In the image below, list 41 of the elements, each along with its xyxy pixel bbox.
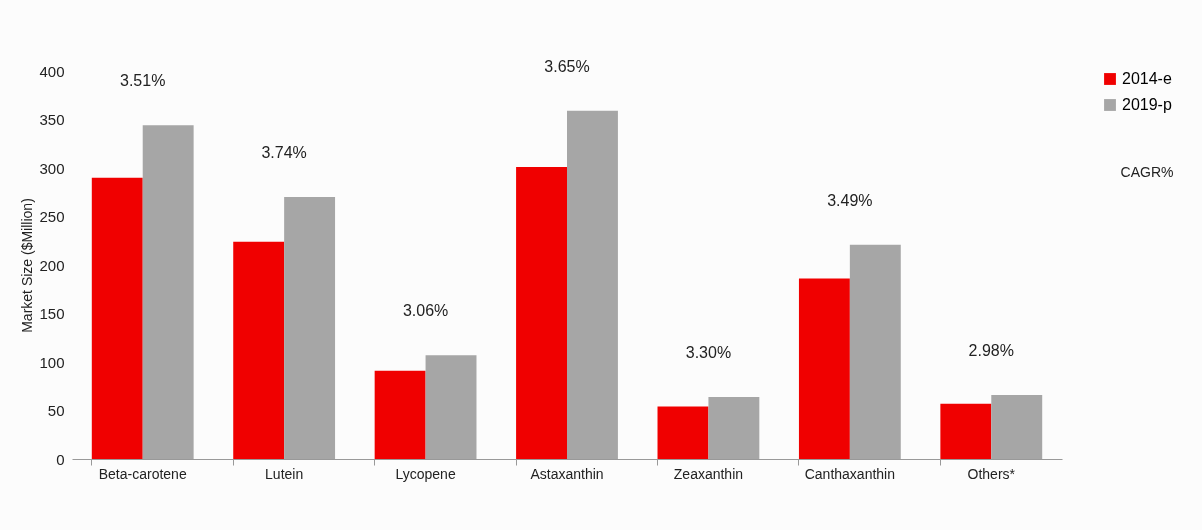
x-tick-label: Lutein [265, 465, 304, 482]
bar [849, 244, 901, 459]
bar [567, 110, 618, 459]
y-tick-label: 200 [39, 256, 65, 274]
x-tick-label: Canthaxanthin [804, 465, 896, 482]
y-axis-title: Market Size ($Million) [19, 198, 36, 333]
x-tick-label: Others* [967, 465, 1016, 482]
annotation: 3.74% [261, 144, 307, 162]
y-tick-label: 100 [39, 353, 65, 371]
text: CAGR% [1120, 164, 1174, 180]
bar [798, 278, 850, 459]
bar [708, 396, 760, 459]
bar [940, 403, 992, 459]
x-tick-label: Lycopene [395, 465, 456, 482]
annotation: 3.51% [120, 72, 166, 90]
y-tick-label: 50 [47, 402, 65, 419]
bar [425, 355, 477, 459]
bar [233, 241, 285, 459]
bar [91, 177, 143, 459]
y-tick-label: 250 [39, 208, 65, 225]
annotation: 3.30% [685, 343, 732, 361]
bar [142, 125, 194, 459]
bar [516, 167, 567, 459]
x-tick-label: Beta-carotene [98, 465, 187, 482]
annotation: 2.98% [968, 341, 1014, 359]
legend-label: 2014-e [1122, 70, 1172, 87]
annotation: 3.49% [827, 191, 873, 209]
legend-label: 2019-p [1122, 96, 1172, 113]
bar [991, 394, 1043, 459]
y-tick-label: 400 [39, 62, 65, 80]
bar [657, 406, 709, 459]
y-tick-label: 350 [39, 111, 65, 128]
y-tick-label: 0 [56, 450, 65, 468]
bar [284, 197, 336, 459]
annotation: 3.65% [544, 57, 590, 75]
bar [374, 370, 426, 459]
x-tick-label: Astaxanthin [530, 465, 604, 482]
x-tick-label: Zeaxanthin [673, 465, 744, 482]
y-tick-label: 150 [39, 305, 65, 322]
annotation: 3.06% [402, 302, 449, 320]
y-tick-label: 300 [39, 159, 65, 177]
